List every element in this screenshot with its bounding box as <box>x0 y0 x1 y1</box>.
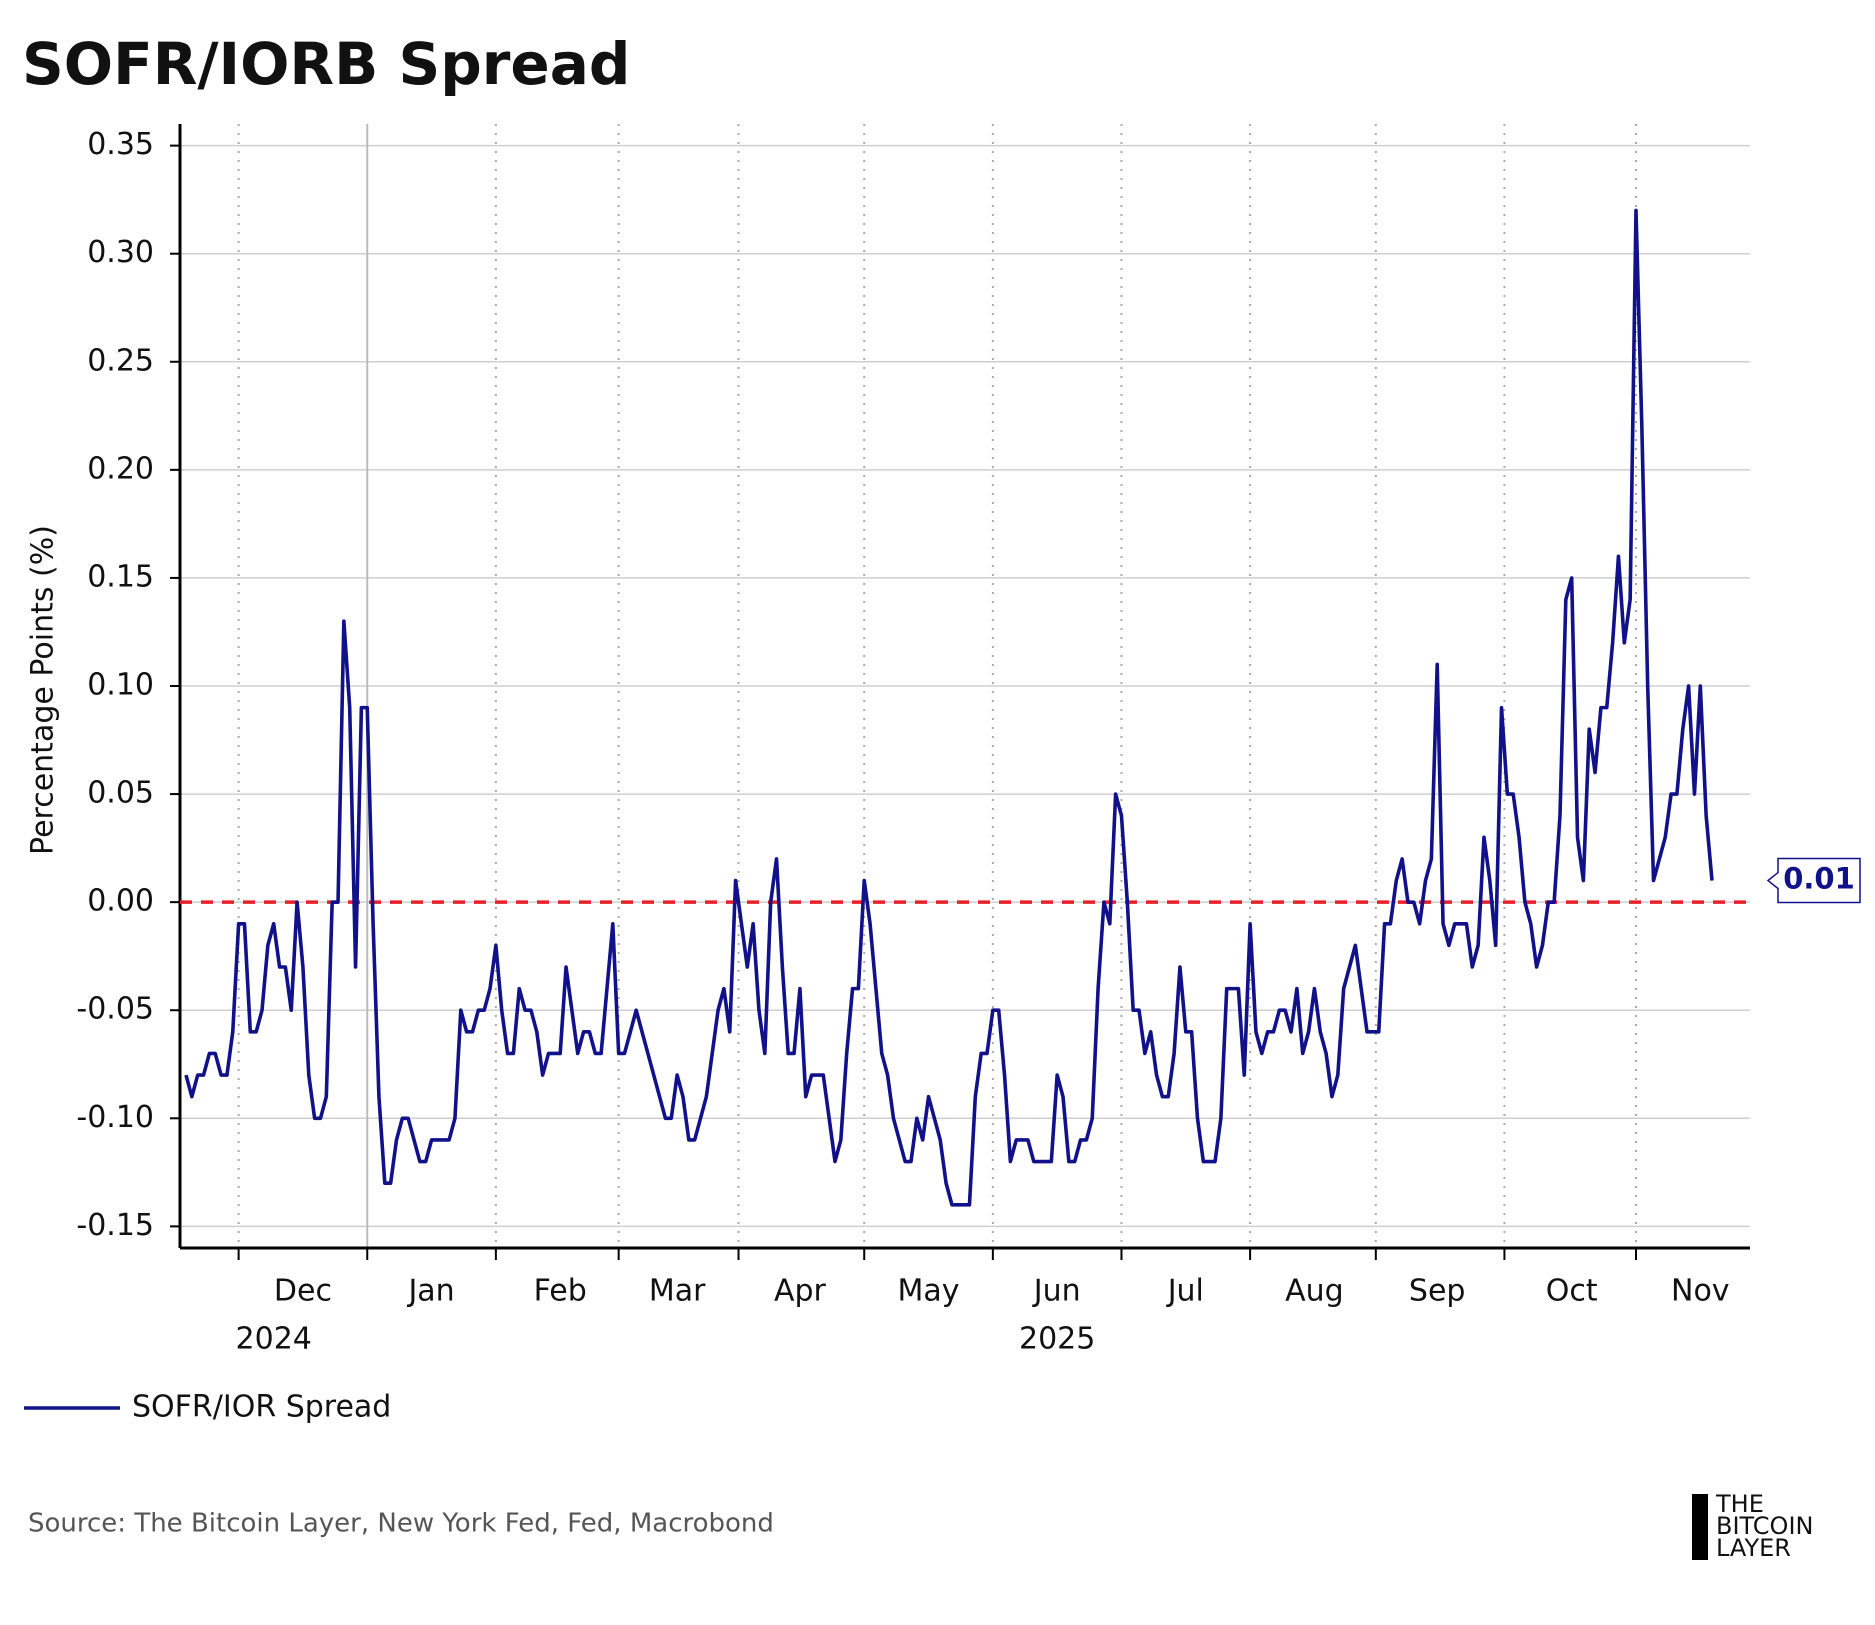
logo-text: THE <box>1715 1490 1764 1518</box>
x-tick-label: Jul <box>1166 1274 1204 1309</box>
x-tick-label: Sep <box>1409 1274 1466 1309</box>
logo-text: BITCOIN <box>1716 1512 1813 1540</box>
y-tick-label: 0.25 <box>87 343 154 378</box>
x-tick-label: Jun <box>1032 1274 1081 1309</box>
x-tick-label: May <box>898 1274 960 1309</box>
y-tick-label: 0.15 <box>87 559 154 594</box>
y-tick-label: 0.35 <box>87 127 154 162</box>
logo-bar <box>1692 1494 1708 1560</box>
y-tick-label: -0.05 <box>76 992 154 1027</box>
y-tick-label: 0.05 <box>87 776 154 811</box>
x-tick-label: Feb <box>534 1274 587 1309</box>
logo: THE BITCOIN LAYER <box>1692 1490 1813 1562</box>
x-tick-label: Apr <box>774 1274 827 1309</box>
x-tick-label: Aug <box>1285 1274 1344 1309</box>
x-year-label: 2024 <box>236 1322 312 1357</box>
y-tick-label: -0.10 <box>76 1100 154 1135</box>
chart-title: SOFR/IORB Spread <box>22 30 630 98</box>
y-axis-label: Percentage Points (%) <box>26 525 61 855</box>
series-line <box>184 208 1714 1207</box>
x-tick-label: Dec <box>274 1274 332 1309</box>
logo-text: LAYER <box>1716 1534 1791 1562</box>
x-tick-label: Oct <box>1546 1274 1598 1309</box>
last-value-label: 0.01 <box>1783 862 1855 896</box>
y-tick-label: 0.30 <box>87 235 154 270</box>
x-tick-label: Nov <box>1671 1274 1730 1309</box>
y-tick-label: -0.15 <box>76 1208 154 1243</box>
legend-label: SOFR/IOR Spread <box>132 1390 391 1425</box>
x-tick-label: Mar <box>649 1274 706 1309</box>
y-tick-label: 0.10 <box>87 668 154 703</box>
x-tick-label: Jan <box>406 1274 454 1309</box>
y-tick-label: 0.20 <box>87 451 154 486</box>
y-tick-label: 0.00 <box>87 884 154 919</box>
last-value-box <box>1766 857 1861 904</box>
x-year-label: 2025 <box>1019 1322 1095 1357</box>
source-note: Source: The Bitcoin Layer, New York Fed,… <box>28 1509 774 1539</box>
